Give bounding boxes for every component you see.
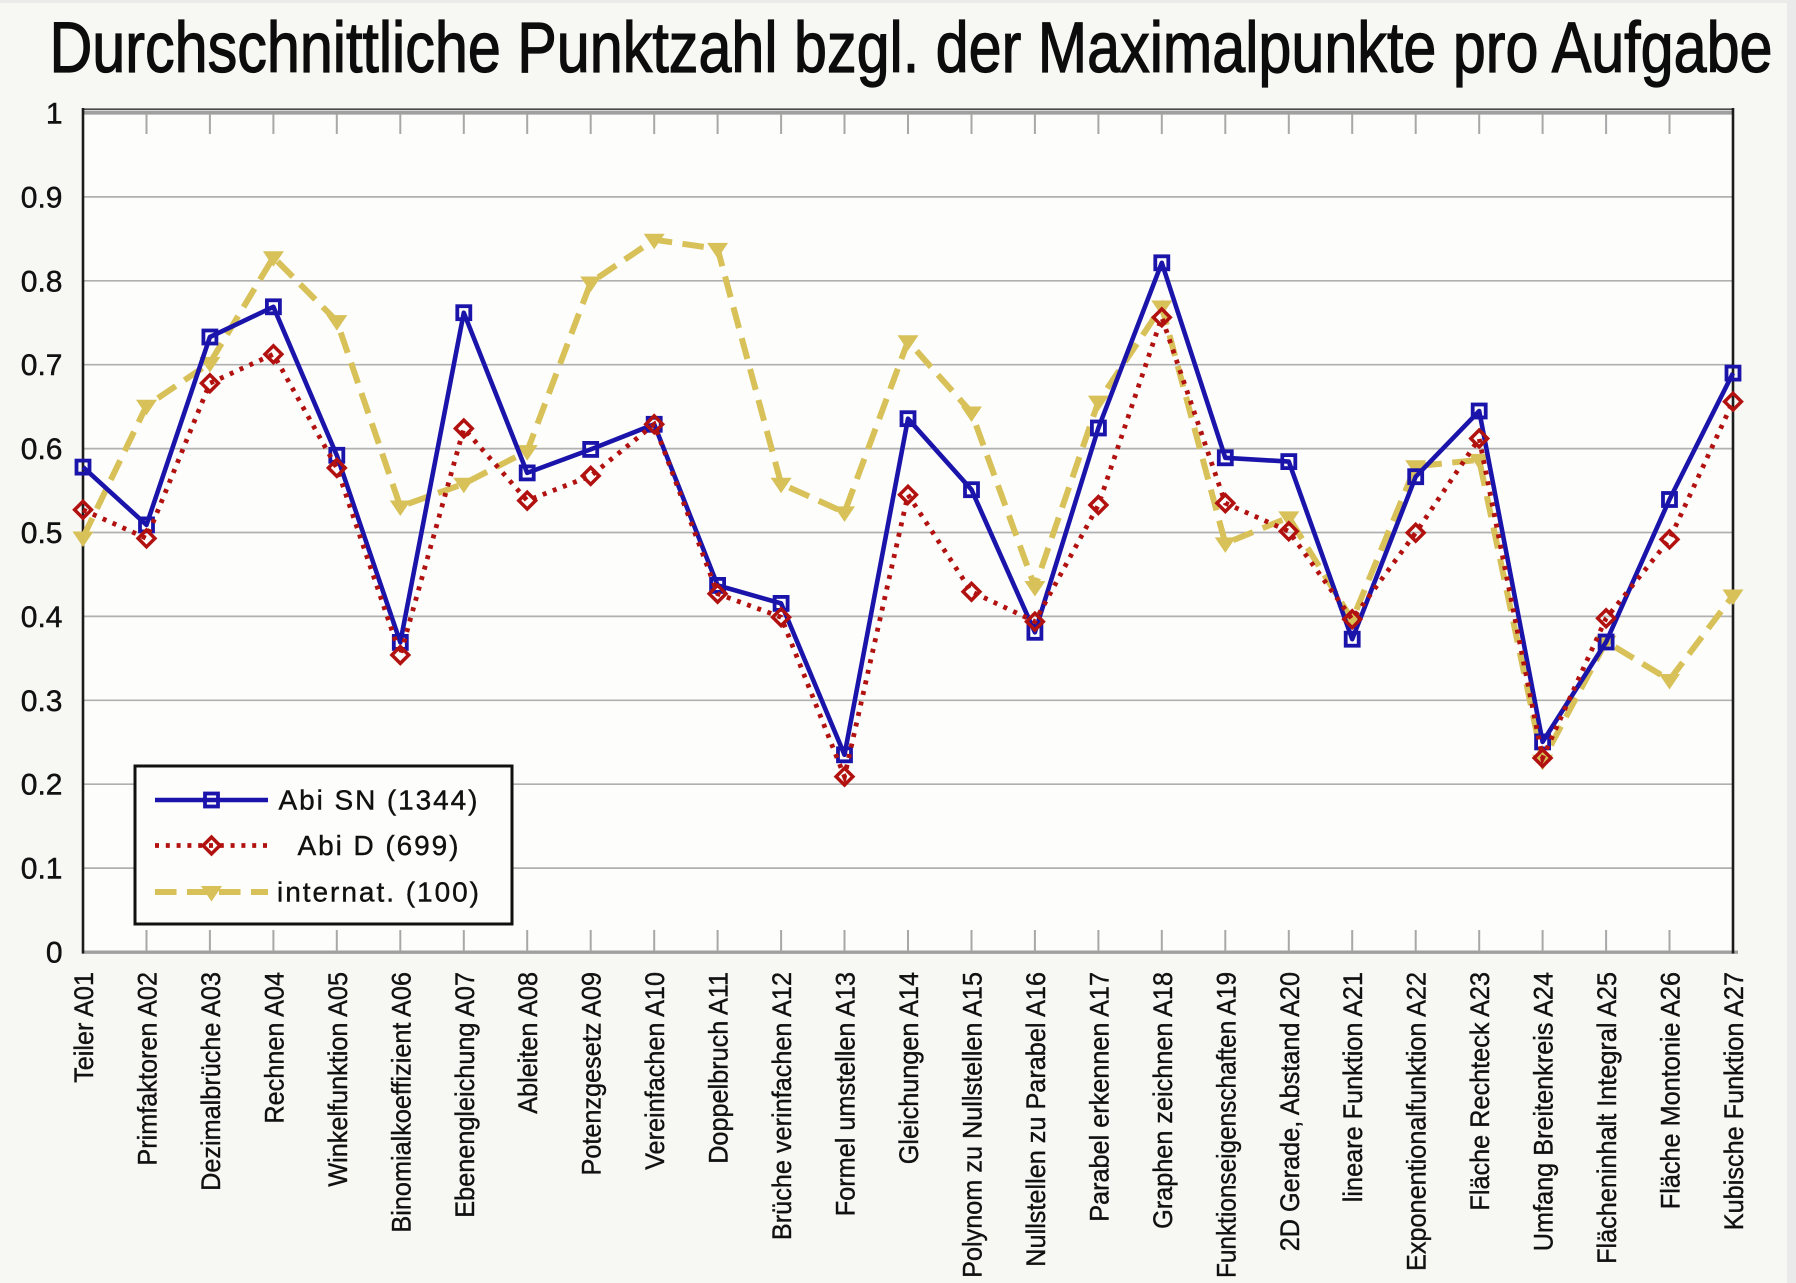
svg-text:Umfang Breitenkreis A24: Umfang Breitenkreis A24 bbox=[1529, 972, 1559, 1251]
svg-text:Dezimalbrüche A03: Dezimalbrüche A03 bbox=[196, 972, 226, 1191]
svg-text:Fläche Rechteck A23: Fläche Rechteck A23 bbox=[1465, 972, 1495, 1211]
svg-text:Potenzgesetz A09: Potenzgesetz A09 bbox=[577, 972, 607, 1176]
svg-text:Kubische Funktion A27: Kubische Funktion A27 bbox=[1719, 972, 1749, 1230]
svg-text:0.5: 0.5 bbox=[21, 517, 63, 550]
svg-text:0.4: 0.4 bbox=[21, 601, 63, 634]
svg-text:Formel umstellen A13: Formel umstellen A13 bbox=[831, 972, 861, 1216]
svg-text:0.2: 0.2 bbox=[21, 769, 63, 802]
svg-text:Doppelbruch A11: Doppelbruch A11 bbox=[704, 972, 734, 1164]
svg-text:Flächeninhalt Integral A25: Flächeninhalt Integral A25 bbox=[1592, 972, 1622, 1264]
svg-text:0: 0 bbox=[46, 937, 63, 970]
svg-text:Funktionseigenschaften A19: Funktionseigenschaften A19 bbox=[1211, 972, 1241, 1278]
svg-text:Rechnen A04: Rechnen A04 bbox=[259, 972, 289, 1124]
svg-text:Polynom zu Nullstellen A15: Polynom zu Nullstellen A15 bbox=[958, 972, 988, 1278]
svg-text:0.9: 0.9 bbox=[21, 181, 63, 214]
svg-text:Binomialkoeffizient A06: Binomialkoeffizient A06 bbox=[386, 972, 416, 1233]
svg-text:2D Gerade, Abstand A20: 2D Gerade, Abstand A20 bbox=[1275, 972, 1305, 1251]
svg-text:lineare Funktion A21: lineare Funktion A21 bbox=[1338, 972, 1368, 1202]
svg-text:Ableiten A08: Ableiten A08 bbox=[513, 972, 543, 1114]
svg-text:Ebenengleichung A07: Ebenengleichung A07 bbox=[450, 972, 480, 1218]
svg-text:0.8: 0.8 bbox=[21, 265, 63, 298]
svg-text:Nullstellen zu Parabel A16: Nullstellen zu Parabel A16 bbox=[1021, 972, 1051, 1267]
svg-text:0.3: 0.3 bbox=[21, 685, 63, 718]
svg-text:Durchschnittliche Punktzahl bz: Durchschnittliche Punktzahl bzgl. der Ma… bbox=[50, 9, 1773, 88]
svg-text:Abi D (699): Abi D (699) bbox=[298, 830, 459, 861]
svg-text:internat. (100): internat. (100) bbox=[277, 877, 479, 908]
svg-text:Vereinfachen A10: Vereinfachen A10 bbox=[640, 972, 670, 1170]
svg-text:1: 1 bbox=[46, 98, 63, 131]
svg-text:Exponentionalfunktion A22: Exponentionalfunktion A22 bbox=[1402, 972, 1432, 1271]
svg-text:Brüche verinfachen A12: Brüche verinfachen A12 bbox=[767, 972, 797, 1240]
svg-text:0.6: 0.6 bbox=[21, 433, 63, 466]
svg-text:0.1: 0.1 bbox=[21, 853, 63, 886]
svg-text:Teiler A01: Teiler A01 bbox=[69, 972, 99, 1083]
svg-text:0.7: 0.7 bbox=[21, 349, 63, 382]
svg-text:Gleichungen A14: Gleichungen A14 bbox=[894, 972, 924, 1164]
svg-text:Winkelfunktion A05: Winkelfunktion A05 bbox=[323, 972, 353, 1187]
svg-text:Fläche Montonie A26: Fläche Montonie A26 bbox=[1656, 972, 1686, 1209]
svg-text:Parabel erkennen A17: Parabel erkennen A17 bbox=[1084, 972, 1114, 1222]
svg-text:Primfaktoren A02: Primfaktoren A02 bbox=[133, 972, 163, 1166]
svg-text:Abi SN (1344): Abi SN (1344) bbox=[279, 785, 478, 816]
svg-text:Graphen zeichnen A18: Graphen zeichnen A18 bbox=[1148, 972, 1178, 1229]
